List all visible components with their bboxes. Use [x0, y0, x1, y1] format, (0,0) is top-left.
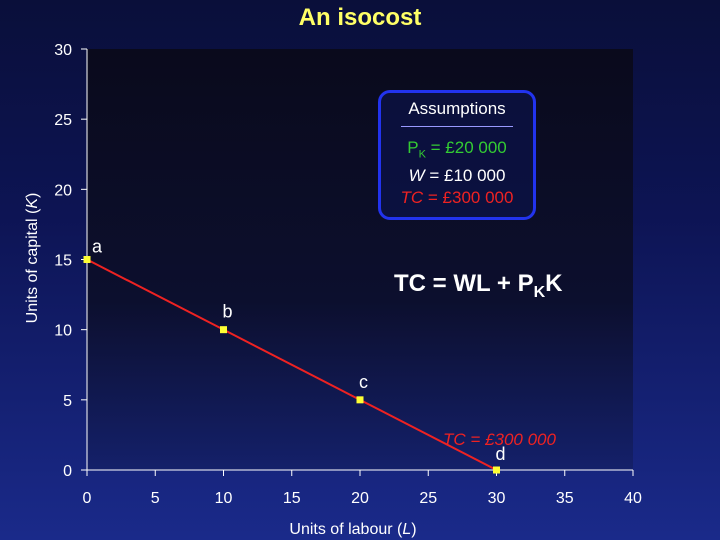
x-tick-label: 0 [83, 490, 92, 507]
plot-area [87, 49, 633, 470]
x-ticks: 0 5 10 15 20 25 30 35 40 [83, 470, 642, 507]
tc-symbol: TC [400, 188, 424, 208]
point-label-a: a [92, 237, 103, 257]
x-tick-label: 30 [488, 490, 506, 507]
assumptions-heading: Assumptions [408, 99, 506, 118]
y-axis-label-var: K [24, 197, 41, 209]
point-marker-a [83, 256, 91, 263]
assumptions-box: Assumptions PK = £20 000 W = £10 000 TC … [378, 90, 536, 220]
x-tick-label: 40 [624, 490, 642, 507]
assumption-pk: PK = £20 000 [381, 137, 533, 165]
assumptions-divider [401, 126, 513, 127]
x-tick-label: 35 [556, 490, 574, 507]
x-tick-label: 25 [419, 490, 437, 507]
point-label-d: d [496, 444, 506, 464]
formula-part: TC = WL + P [394, 270, 534, 297]
x-tick-label: 15 [283, 490, 301, 507]
point-marker-b [220, 326, 227, 334]
tc-value: = £300 000 [423, 188, 514, 208]
isocost-line [86, 258, 497, 471]
y-tick-label: 20 [54, 182, 72, 199]
isocost-line-label: TC = £300 000 [443, 430, 556, 449]
y-tick-label: 10 [54, 323, 72, 340]
formula-annotation: TC = WL + PKK [394, 270, 563, 301]
formula-subscript: K [534, 284, 546, 301]
pk-subscript: K [418, 148, 426, 161]
assumption-w: W = £10 000 [381, 165, 533, 187]
chart-title: An isocost [298, 4, 422, 31]
y-tick-label: 25 [54, 112, 72, 129]
y-axis-label-close: ) [24, 193, 41, 198]
x-tick-label: 20 [351, 490, 369, 507]
y-axis-label: Units of capital (K) [24, 193, 41, 324]
point-label-b: b [223, 302, 233, 322]
pk-value: = £20 000 [425, 138, 507, 157]
w-symbol: W [408, 166, 425, 186]
w-value: = £10 000 [424, 166, 506, 186]
y-ticks: 0 5 10 15 20 25 30 [54, 42, 87, 480]
isocost-series: a b c d [83, 237, 506, 474]
point-marker-c [356, 396, 364, 404]
point-label-c: c [359, 372, 368, 392]
formula-end: K [545, 270, 563, 297]
x-tick-label: 5 [151, 490, 160, 507]
y-tick-label: 30 [54, 42, 72, 59]
assumption-tc: TC = £300 000 [381, 187, 533, 209]
y-tick-label: 0 [63, 463, 72, 480]
point-marker-d [493, 466, 500, 474]
x-tick-label: 10 [215, 490, 233, 507]
y-tick-label: 15 [54, 253, 72, 270]
y-axis-label-text: Units of capital ( [24, 208, 41, 323]
x-axis-label: Units of labour (L) [289, 521, 416, 538]
x-axis-label-text: Units of labour ( [289, 521, 403, 538]
x-axis-label-close: ) [411, 521, 416, 538]
pk-symbol: P [407, 138, 419, 157]
y-tick-label: 5 [63, 393, 72, 410]
x-axis-label-var: L [402, 521, 411, 538]
